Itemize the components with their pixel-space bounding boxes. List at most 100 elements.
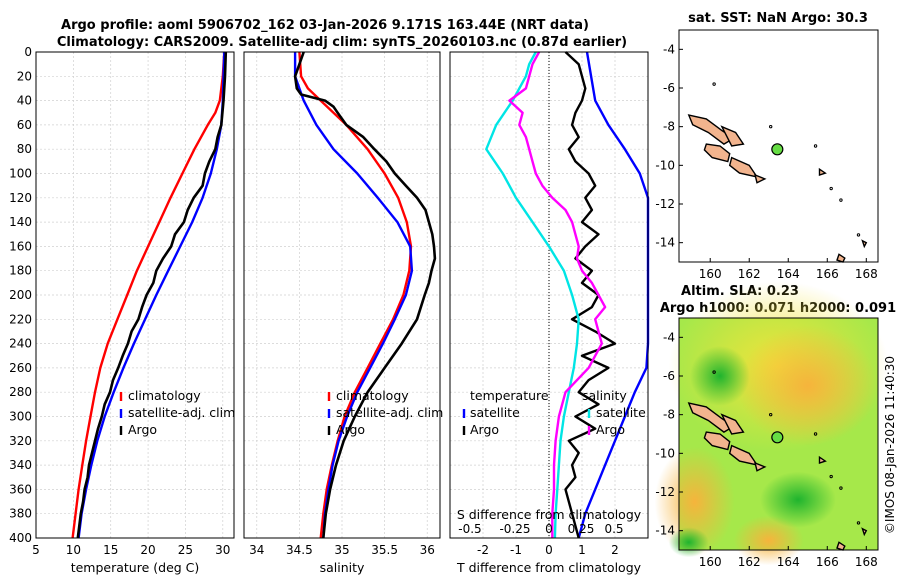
islet — [768, 124, 773, 129]
island — [728, 156, 759, 178]
argo-position-marker — [771, 431, 784, 444]
y-tick-label: 140 — [9, 215, 32, 229]
islet — [829, 474, 833, 479]
y-tick-label: -14 — [655, 524, 675, 538]
series-line-argo — [76, 51, 228, 539]
x-tick-label: 0 — [545, 543, 553, 557]
island — [720, 413, 745, 435]
sla-low — [689, 346, 750, 406]
x-tick-label: 168 — [855, 267, 878, 281]
legend-label: satellite — [470, 405, 520, 420]
y-tick-label: 40 — [17, 94, 32, 108]
legend-label: satellite-adj. clim — [336, 405, 443, 420]
x-axis-label: salinity — [320, 560, 365, 575]
y-tick-label: -14 — [655, 236, 675, 250]
series-line-salinity-satellite — [485, 51, 580, 539]
x-tick-label: 15 — [103, 543, 118, 557]
series-line-salinity-argo — [508, 51, 607, 538]
x-tick-label: 35 — [334, 543, 349, 557]
y-tick-label: -12 — [655, 197, 675, 211]
y-tick-label: 160 — [9, 239, 32, 253]
legend-label: climatology — [336, 388, 409, 403]
y-tick-label: -8 — [663, 120, 675, 134]
island — [754, 461, 767, 472]
island — [818, 167, 827, 176]
copyright-footer: ©IMOS 08-Jan-2026 11:40:30 — [883, 356, 897, 534]
x-tick-label: -1 — [510, 543, 522, 557]
y-tick-label: 120 — [9, 191, 32, 205]
x-tick-label: 30 — [215, 543, 230, 557]
map-frame — [678, 29, 879, 263]
islet — [712, 370, 716, 374]
plot-frame — [243, 51, 441, 539]
map-frame — [678, 317, 879, 551]
figure-title-line2: Climatology: CARS2009. Satellite-adj cli… — [57, 35, 627, 50]
island — [728, 444, 759, 466]
y-tick-label: 340 — [9, 458, 32, 472]
sla-high — [654, 446, 735, 557]
secondary-tick-label: 0 — [545, 522, 553, 536]
y-tick-label: -12 — [655, 485, 675, 499]
islet — [829, 186, 833, 191]
island — [861, 239, 868, 249]
island — [703, 143, 731, 163]
legend-label: salinity — [582, 388, 627, 403]
y-tick-label: 0 — [24, 45, 32, 59]
series-line-temperature-satellite — [577, 51, 650, 539]
secondary-tick-label: 0.5 — [604, 522, 623, 536]
x-axis-label: T difference from climatology — [456, 560, 642, 575]
x-tick-label: 160 — [699, 555, 722, 569]
y-tick-label: 360 — [9, 482, 32, 496]
y-tick-label: 280 — [9, 385, 32, 399]
y-tick-label: 80 — [17, 142, 32, 156]
y-tick-label: -6 — [663, 369, 675, 383]
x-tick-label: 34.5 — [286, 543, 313, 557]
series-line-argo — [293, 51, 437, 539]
secondary-axis-label: S difference from climatology — [457, 507, 642, 522]
x-tick-label: 25 — [178, 543, 193, 557]
x-tick-label: 162 — [738, 267, 761, 281]
y-tick-label: 320 — [9, 434, 32, 448]
islet — [856, 521, 861, 525]
y-tick-label: 100 — [9, 167, 32, 181]
salinity-panel: 34 34.5 35 35.5 36 salinity climatology satelli… — [243, 51, 443, 575]
y-tick-label: 400 — [9, 531, 32, 545]
x-tick-label: 166 — [816, 555, 839, 569]
island — [818, 455, 827, 464]
x-tick-label: 160 — [699, 267, 722, 281]
legend-label: Argo — [336, 422, 365, 437]
island — [754, 173, 767, 184]
legend-label: satellite-adj. clim — [128, 405, 235, 420]
x-tick-label: 20 — [140, 543, 155, 557]
series-line-climatology — [71, 51, 226, 539]
sla-map: 160 162 164 166 168 -4 -6 -8 -10 -12 -14 — [654, 281, 889, 569]
y-tick-label: 60 — [17, 118, 32, 132]
island — [861, 527, 868, 537]
x-tick-label: 2 — [611, 543, 619, 557]
legend-label: satellite — [596, 405, 646, 420]
islet — [839, 486, 843, 490]
x-axis-label: temperature (deg C) — [71, 560, 200, 575]
x-tick-label: 1 — [578, 543, 586, 557]
x-tick-label: 36 — [420, 543, 435, 557]
secondary-tick-label: -0.25 — [499, 522, 530, 536]
y-tick-label: -4 — [663, 330, 675, 344]
x-tick-label: 168 — [855, 555, 878, 569]
x-tick-label: 35.5 — [371, 543, 398, 557]
islet — [712, 82, 716, 86]
sst-map-title: sat. SST: NaN Argo: 30.3 — [688, 11, 868, 26]
sla-low — [760, 471, 837, 528]
y-tick-label: 260 — [9, 361, 32, 375]
plot-frame — [35, 51, 235, 539]
y-tick-label: -8 — [663, 408, 675, 422]
islet — [813, 432, 818, 436]
x-tick-label: 164 — [777, 555, 800, 569]
x-tick-label: 166 — [816, 267, 839, 281]
y-tick-label: 180 — [9, 264, 32, 278]
legend-label: Argo — [470, 422, 499, 437]
x-tick-label: 5 — [32, 543, 40, 557]
y-tick-label: 240 — [9, 337, 32, 351]
sst-map: 160 162 164 166 168 -4 -6 -8 -10 -12 -14 — [655, 29, 879, 281]
y-tick-label: 380 — [9, 507, 32, 521]
